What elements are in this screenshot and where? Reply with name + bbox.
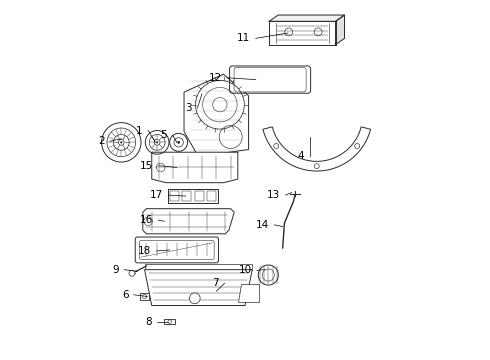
Text: 15: 15 xyxy=(140,161,153,171)
FancyBboxPatch shape xyxy=(168,189,218,203)
Polygon shape xyxy=(145,270,252,306)
Text: 3: 3 xyxy=(185,103,192,113)
Circle shape xyxy=(314,164,319,169)
FancyBboxPatch shape xyxy=(135,237,219,263)
Polygon shape xyxy=(263,127,370,171)
Circle shape xyxy=(177,141,180,144)
Bar xyxy=(195,191,203,201)
Polygon shape xyxy=(184,74,248,157)
Polygon shape xyxy=(269,21,336,45)
Text: 8: 8 xyxy=(145,317,152,327)
Text: 12: 12 xyxy=(208,73,221,83)
Text: 9: 9 xyxy=(112,265,119,275)
Polygon shape xyxy=(152,152,238,183)
Polygon shape xyxy=(238,284,259,302)
Text: 10: 10 xyxy=(238,265,251,275)
Bar xyxy=(140,293,149,300)
Circle shape xyxy=(190,293,200,304)
Circle shape xyxy=(156,141,158,143)
Ellipse shape xyxy=(258,265,278,285)
Text: 11: 11 xyxy=(237,33,250,43)
Text: 17: 17 xyxy=(150,190,163,200)
Bar xyxy=(170,191,179,201)
Text: 14: 14 xyxy=(256,220,269,230)
Circle shape xyxy=(120,141,122,143)
Bar xyxy=(207,191,216,201)
Polygon shape xyxy=(336,15,344,45)
Text: 2: 2 xyxy=(98,136,104,146)
FancyBboxPatch shape xyxy=(234,67,306,92)
Text: 18: 18 xyxy=(138,246,151,256)
Polygon shape xyxy=(145,264,252,270)
Bar xyxy=(182,191,191,201)
Bar xyxy=(164,319,175,324)
Text: 5: 5 xyxy=(161,130,167,140)
Text: 16: 16 xyxy=(140,215,153,225)
Polygon shape xyxy=(269,15,344,21)
Text: 1: 1 xyxy=(136,126,143,135)
Text: 6: 6 xyxy=(122,290,128,300)
Text: 4: 4 xyxy=(297,150,304,161)
Circle shape xyxy=(274,144,279,149)
Circle shape xyxy=(355,144,360,149)
Polygon shape xyxy=(129,270,135,276)
Polygon shape xyxy=(143,209,234,234)
Text: 7: 7 xyxy=(213,278,219,288)
Text: 13: 13 xyxy=(267,190,280,200)
